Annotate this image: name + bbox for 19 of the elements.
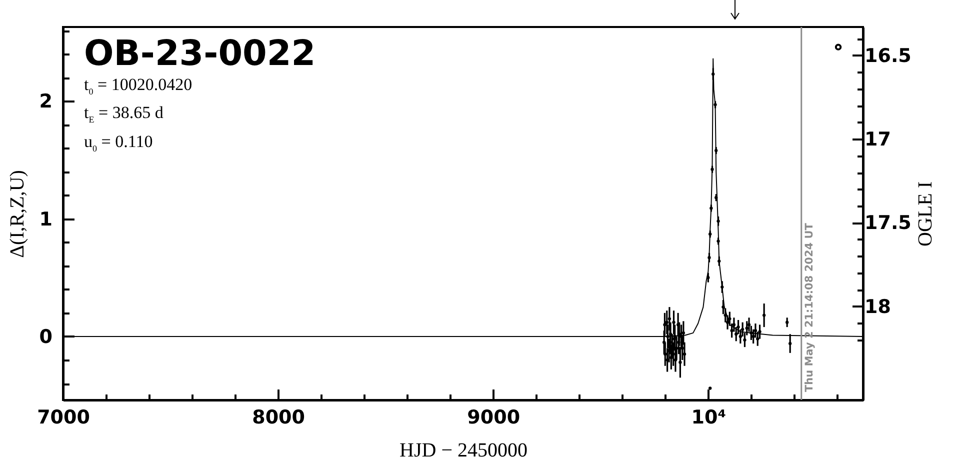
y2-tick-label: 18 <box>864 296 891 318</box>
y2-tick-label: 17 <box>864 128 891 151</box>
y-axis-title: Δ(I,R,Z,U) <box>6 170 28 258</box>
annotation: t$_{E}$ = 38.65 d <box>84 102 164 127</box>
x-tick-label: 8000 <box>252 406 305 428</box>
annotation: Thu May 2 21:14:08 2024 UT <box>803 222 816 392</box>
y2-tick-label: 17.5 <box>864 212 912 234</box>
x-axis-title: HJD − 2450000 <box>400 440 528 459</box>
annotation: u$_{0}$ = 0.110 <box>84 130 154 156</box>
annotation: t$_{0}$ = 10020.0420 <box>84 74 194 98</box>
y2-tick-label: 16.5 <box>864 44 912 67</box>
y-tick-label: 0 <box>39 326 52 348</box>
x-tick-label: 7000 <box>37 406 90 428</box>
y2-axis-title: OGLE I <box>914 182 936 246</box>
y-tick-label: 1 <box>39 208 52 230</box>
chart-title: OB-23-0022 <box>84 34 316 74</box>
x-tick-label: 9000 <box>467 406 520 428</box>
y-tick-label: 2 <box>39 90 52 113</box>
x-tick-label: 10⁴ <box>691 406 726 428</box>
